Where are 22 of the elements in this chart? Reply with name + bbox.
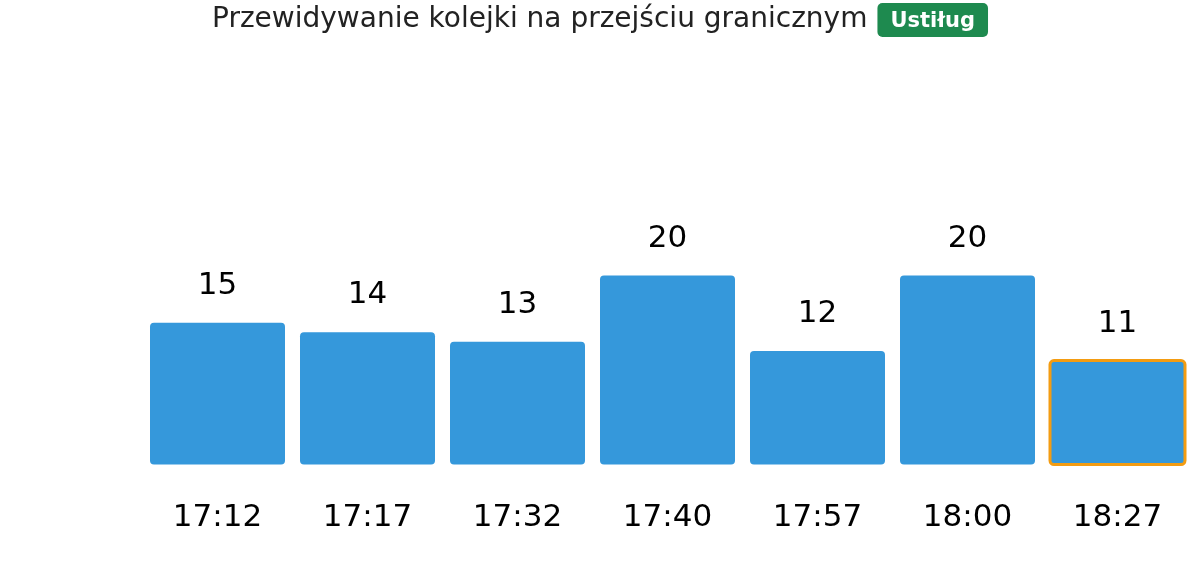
- data-label: 14: [347, 274, 388, 311]
- bar: [300, 332, 435, 465]
- data-label: 20: [647, 217, 688, 254]
- data-label: 11: [1097, 302, 1138, 339]
- data-label: 12: [797, 293, 838, 330]
- bar: [900, 275, 1035, 465]
- chart-subtitle: Ustiług: [890, 8, 976, 32]
- x-tick-label: 17:17: [322, 497, 413, 534]
- chart-title: Przewidywanie kolejki na przejściu granicznym: [211, 1, 868, 34]
- data-label: 20: [947, 217, 988, 254]
- data-label: 15: [197, 264, 238, 301]
- bar: [750, 351, 885, 465]
- x-tick-label: 17:40: [622, 497, 713, 534]
- x-tick-label: 18:00: [922, 497, 1013, 534]
- x-tick-label: 17:32: [472, 497, 563, 534]
- data-label: 13: [497, 283, 538, 320]
- bar: [150, 322, 285, 465]
- x-tick-label: 18:27: [1072, 497, 1163, 534]
- x-tick-label: 17:12: [172, 497, 263, 534]
- bar: [450, 341, 585, 465]
- x-tick-label: 17:57: [772, 497, 863, 534]
- bar: [600, 275, 735, 465]
